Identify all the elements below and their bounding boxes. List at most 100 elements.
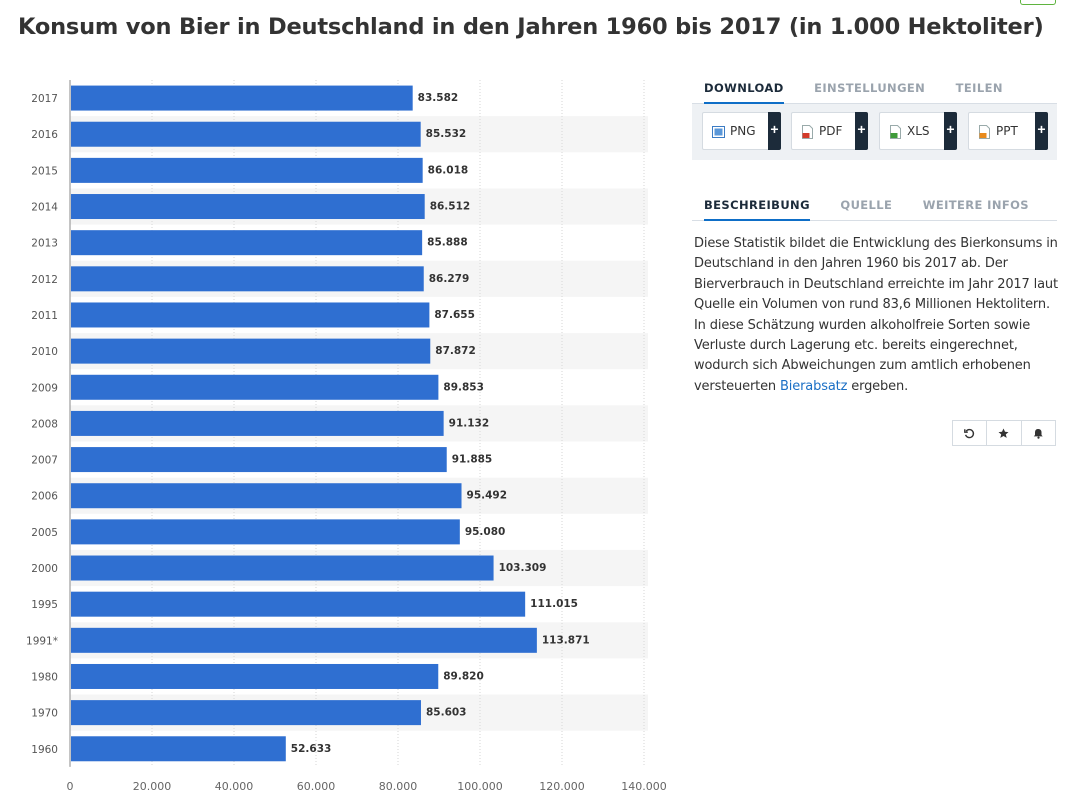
tab-weitere-infos[interactable]: WEITERE INFOS	[922, 198, 1029, 212]
pdf-file-icon	[802, 125, 813, 139]
x-tick-label: 100.000	[457, 780, 503, 793]
bell-button[interactable]	[1022, 421, 1055, 445]
bar	[71, 591, 526, 617]
x-tick-label: 140.000	[621, 780, 667, 793]
value-label: 86.512	[430, 201, 471, 213]
value-label: 87.872	[435, 345, 476, 357]
bar	[71, 627, 537, 653]
history-button[interactable]	[953, 421, 988, 445]
tab-einstellungen[interactable]: EINSTELLUNGEN	[814, 81, 926, 95]
star-button[interactable]	[987, 421, 1022, 445]
bar	[71, 338, 431, 364]
value-label: 52.633	[291, 743, 332, 755]
star-icon	[998, 428, 1009, 438]
bar	[71, 85, 413, 111]
category-label: 2016	[31, 129, 58, 141]
tab-beschreibung[interactable]: BESCHREIBUNG	[704, 192, 810, 221]
xls-plus-icon[interactable]: +	[944, 112, 957, 150]
bar-chart: 2017 83.582 2016 85.532 2015 86.018 2014 86.512…	[26, 80, 667, 793]
history-icon	[964, 428, 975, 438]
category-label: 2011	[31, 310, 58, 322]
action-buttons	[952, 420, 1056, 446]
ppt-plus-icon[interactable]: +	[1035, 112, 1048, 150]
info-tabs: BESCHREIBUNG QUELLE WEITERE INFOS	[692, 192, 1057, 221]
category-label: 1991*	[26, 635, 58, 647]
bar	[71, 410, 444, 436]
tab-quelle[interactable]: QUELLE	[840, 198, 893, 212]
bar	[71, 230, 423, 256]
category-label: 1970	[31, 708, 58, 720]
category-label: 2007	[31, 455, 58, 467]
x-tick-label: 80.000	[379, 780, 418, 793]
value-label: 86.018	[428, 164, 469, 176]
value-label: 103.309	[499, 562, 547, 574]
description-text: Diese Statistik bildet die Entwicklung d…	[694, 234, 1060, 397]
value-label: 111.015	[530, 598, 578, 610]
x-tick-label: 20.000	[133, 780, 172, 793]
bar	[71, 157, 423, 183]
bar	[71, 121, 421, 147]
bar	[71, 700, 421, 726]
bar	[71, 663, 439, 689]
bar	[71, 736, 286, 762]
page-title: Konsum von Bier in Deutschland in den Ja…	[18, 14, 1044, 40]
category-label: 1980	[31, 671, 58, 683]
category-label: 2012	[31, 274, 58, 286]
category-label: 2000	[31, 563, 58, 575]
category-label: 1960	[31, 744, 58, 756]
bar	[71, 266, 424, 292]
bar	[71, 302, 430, 328]
download-xls-button[interactable]: XLS +	[879, 112, 957, 150]
category-label: 2014	[31, 202, 58, 214]
x-tick-label: 40.000	[215, 780, 254, 793]
value-label: 83.582	[418, 92, 459, 104]
bar	[71, 374, 439, 400]
xls-label: XLS	[907, 124, 930, 138]
xls-file-icon	[890, 125, 901, 139]
value-label: 86.279	[429, 273, 470, 285]
download-bar: PNG + PDF + XLS + PPT +	[692, 104, 1057, 160]
bar	[71, 519, 460, 545]
category-label: 2017	[31, 93, 58, 105]
value-label: 95.492	[467, 490, 508, 502]
ppt-file-icon	[979, 125, 990, 139]
download-pdf-button[interactable]: PDF +	[791, 112, 868, 150]
value-label: 87.655	[434, 309, 475, 321]
category-label: 2010	[31, 346, 58, 358]
bierabsatz-link[interactable]: Bierabsatz	[780, 378, 848, 394]
x-tick-label: 0	[67, 780, 74, 793]
value-label: 85.888	[427, 237, 468, 249]
value-label: 89.820	[443, 670, 484, 682]
bar	[71, 483, 462, 509]
category-label: 2006	[31, 491, 58, 503]
x-tick-label: 120.000	[539, 780, 585, 793]
category-label: 2015	[31, 165, 58, 177]
category-label: 2013	[31, 238, 58, 250]
pdf-label: PDF	[819, 124, 843, 138]
value-label: 91.132	[449, 417, 490, 429]
download-ppt-button[interactable]: PPT +	[968, 112, 1048, 150]
bar	[71, 194, 425, 220]
category-label: 2009	[31, 382, 58, 394]
download-tabs: DOWNLOAD EINSTELLUNGEN TEILEN	[692, 75, 1057, 104]
category-label: 2008	[31, 418, 58, 430]
category-label: 1995	[31, 599, 58, 611]
value-label: 89.853	[443, 381, 484, 393]
bell-icon	[1033, 428, 1043, 439]
value-label: 113.871	[542, 634, 590, 646]
value-label: 85.603	[426, 707, 467, 719]
tab-download[interactable]: DOWNLOAD	[704, 75, 784, 104]
tab-teilen[interactable]: TEILEN	[955, 81, 1003, 95]
pdf-plus-icon[interactable]: +	[855, 112, 868, 150]
value-label: 95.080	[465, 526, 506, 538]
ppt-label: PPT	[996, 124, 1018, 138]
png-label: PNG	[730, 124, 756, 138]
bar	[71, 555, 494, 581]
bar	[71, 447, 447, 473]
x-tick-label: 60.000	[297, 780, 336, 793]
description-part-2: ergeben.	[847, 378, 909, 394]
png-plus-icon[interactable]: +	[768, 112, 781, 150]
download-png-button[interactable]: PNG +	[702, 112, 781, 150]
png-file-icon	[712, 126, 725, 138]
corner-button[interactable]	[1020, 0, 1056, 5]
